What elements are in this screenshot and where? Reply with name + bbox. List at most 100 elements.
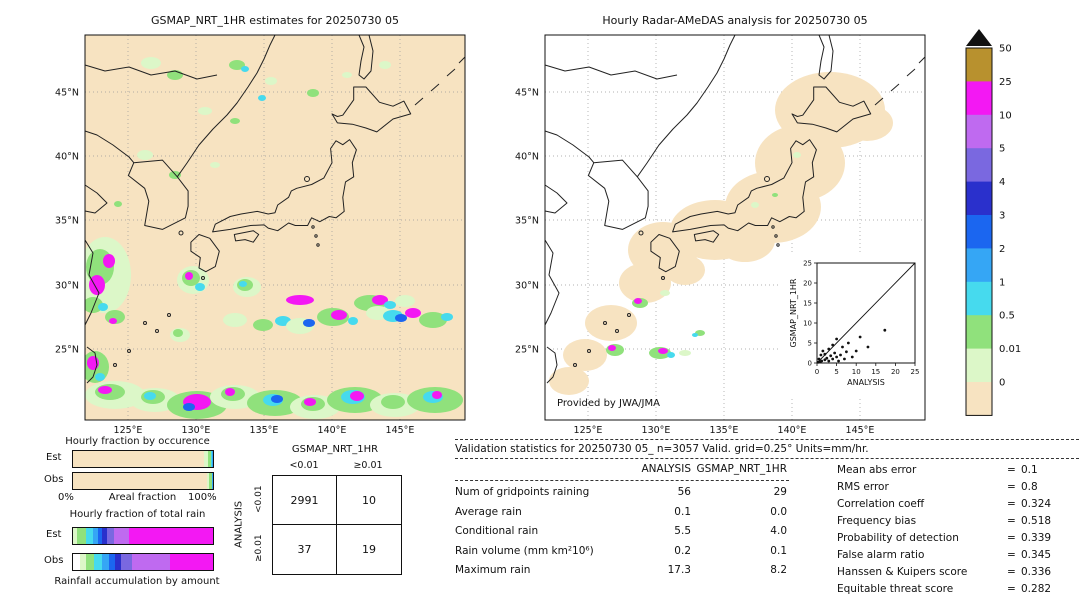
precip-blob	[634, 298, 642, 304]
precip-blob	[608, 345, 616, 351]
scatter-point	[845, 350, 848, 354]
accumulation-caption: Rainfall accumulation by amount	[54, 576, 220, 587]
colorbar-segment	[966, 81, 992, 116]
scatter-point	[823, 352, 827, 356]
metric-row: Correlation coeff = 0.324	[837, 496, 1051, 513]
bar-segment	[102, 528, 107, 544]
precip-blob	[342, 72, 352, 78]
equals-sign: =	[1007, 549, 1016, 561]
precip-blob	[265, 77, 277, 85]
metric-value: 0.345	[1021, 549, 1052, 561]
precip-blob	[606, 344, 624, 356]
precip-blob	[111, 285, 127, 297]
precipitation-layer	[85, 57, 463, 419]
bar-segment	[120, 554, 132, 570]
bar-segment	[113, 528, 129, 544]
overflow-arrow-icon	[966, 29, 992, 46]
stat-gsmap-value: 0.0	[770, 505, 787, 518]
left-map-title: GSMAP_NRT_1HR estimates for 20250730 05	[150, 14, 400, 27]
colorbar-label: 25	[999, 77, 1012, 88]
occurrence-obs-bar	[72, 472, 214, 490]
precip-blob	[793, 152, 801, 158]
stat-label: Conditional rain	[455, 525, 539, 537]
contingency-col-group: GSMAP_NRT_1HR	[291, 444, 379, 455]
inset-y-tick-label: 15	[803, 300, 812, 308]
lat-tick-label: 30°N	[55, 281, 79, 292]
areal-fraction-100: 100%	[188, 492, 217, 503]
precip-blob	[384, 301, 396, 309]
total-obs-label: Obs	[44, 555, 64, 566]
bar-segment	[212, 473, 213, 489]
one-to-one-line	[816, 262, 916, 364]
colorbar-segment	[966, 114, 992, 149]
precip-blob	[395, 295, 415, 307]
stats-metrics: Mean abs error = 0.1 RMS error = 0.8 Cor…	[837, 462, 1051, 598]
bar-segment	[114, 554, 121, 570]
areal-fraction-label: Areal fraction	[108, 492, 177, 503]
divider	[455, 480, 789, 481]
lon-tick-label: 140°E	[778, 425, 807, 436]
colorbar-label: 1	[999, 277, 1005, 288]
contingency-row-group: ANALYSIS	[233, 500, 245, 548]
colorbar-label: 2	[999, 244, 1005, 255]
precip-blob	[304, 398, 316, 406]
bar-segment	[73, 473, 207, 489]
equals-sign: =	[1007, 464, 1016, 476]
areal-fraction-0: 0%	[58, 492, 74, 503]
precip-blob	[98, 303, 108, 311]
stat-label: Average rain	[455, 505, 522, 518]
precip-blob	[114, 201, 122, 207]
precip-blob	[350, 391, 364, 401]
inset-x-tick-label: 20	[891, 368, 900, 376]
metric-label: Mean abs error	[837, 464, 917, 476]
precip-blob	[303, 319, 315, 327]
equals-sign: =	[1007, 583, 1016, 595]
occurrence-est-bar	[72, 450, 214, 468]
precip-blob	[432, 391, 442, 399]
bar-segment	[102, 554, 110, 570]
map-background	[85, 35, 465, 420]
bar-segment	[85, 528, 93, 544]
lat-tick-label: 35°N	[515, 216, 539, 227]
precip-blob	[229, 60, 245, 70]
bar-segment	[169, 554, 213, 570]
stat-label: Num of gridpoints raining	[455, 486, 590, 498]
precip-blob	[271, 395, 283, 403]
lon-tick-label: 135°E	[710, 425, 739, 436]
scatter-point	[835, 337, 838, 341]
validation-stats-panel: Validation statistics for 20250730 05_ n…	[455, 437, 1079, 598]
stat-label: Rain volume (mm km²10⁶)	[455, 544, 594, 557]
precip-blob	[173, 329, 183, 337]
equals-sign: =	[1007, 515, 1016, 527]
precip-blob	[563, 339, 607, 371]
lon-tick-label: 130°E	[182, 425, 211, 436]
scatter-point	[831, 343, 835, 347]
bar-segment	[128, 528, 213, 544]
map-frame	[84, 34, 466, 421]
metric-value: 0.8	[1021, 481, 1038, 493]
inset-x-tick-label: 5	[834, 368, 838, 376]
equals-sign: =	[1007, 498, 1016, 510]
precip-blob	[307, 89, 319, 97]
metric-label: RMS error	[837, 481, 889, 493]
precip-blob	[210, 162, 220, 168]
equals-sign: =	[1007, 532, 1016, 544]
precip-blob	[331, 310, 347, 320]
inset-y-tick-label: 0	[808, 360, 812, 368]
lon-tick-label: 135°E	[250, 425, 279, 436]
scatter-point	[820, 359, 824, 363]
colorbar-segment	[966, 248, 992, 283]
metric-value: 0.336	[1021, 566, 1052, 578]
colorbar-segment	[966, 382, 992, 416]
precip-blob	[223, 313, 247, 327]
contingency-row-0: <0.01	[254, 485, 264, 514]
lon-tick-label: 140°E	[318, 425, 347, 436]
inset-x-tick-label: 0	[815, 368, 819, 376]
bar-segment	[77, 528, 86, 544]
metric-value: 0.518	[1021, 515, 1052, 527]
metric-value: 0.339	[1021, 532, 1052, 544]
total-est-bar	[72, 527, 214, 545]
bar-segment	[208, 451, 211, 467]
colorbar-segment	[966, 48, 992, 82]
colorbar-label: 10	[999, 110, 1012, 121]
